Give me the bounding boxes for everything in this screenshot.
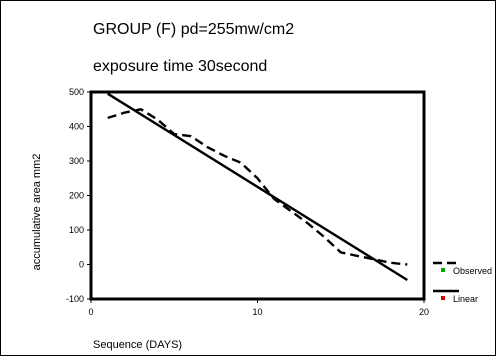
chart-subtitle: exposure time 30second [93,58,268,75]
y-tick-label: 200 [69,191,84,201]
legend-label-linear: Linear [453,294,478,304]
y-tick-label: 100 [69,225,84,235]
y-tick-label: 400 [69,122,84,132]
plot-area-border [89,90,426,301]
y-tick-label: 500 [69,87,84,97]
y-tick-label: 300 [69,156,84,166]
y-tick-label: 0 [79,260,84,270]
x-axis-label: Sequence (DAYS) [93,339,183,351]
series-line-linear [107,92,408,282]
series-line-observed [107,108,408,266]
y-tick-label: -100 [66,294,84,304]
x-tick-label: 20 [419,307,429,317]
chart-title: GROUP (F) pd=255mw/cm2 [93,21,295,38]
legend-marker-linear [441,296,445,300]
legend-marker-observed [441,268,445,272]
legend-label-observed: Observed [453,266,492,276]
x-tick-label: 0 [88,307,93,317]
x-tick-label: 10 [252,307,262,317]
